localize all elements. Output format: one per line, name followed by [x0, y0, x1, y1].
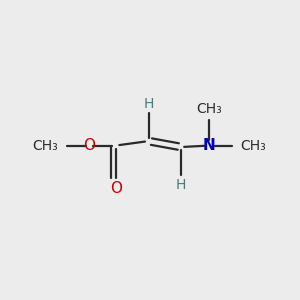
Text: O: O [83, 138, 95, 153]
Text: O: O [110, 181, 122, 196]
Text: H: H [176, 178, 186, 192]
Text: CH₃: CH₃ [241, 139, 266, 152]
Text: CH₃: CH₃ [196, 102, 222, 116]
Text: CH₃: CH₃ [32, 139, 58, 152]
Text: H: H [143, 97, 154, 111]
Text: N: N [203, 138, 216, 153]
